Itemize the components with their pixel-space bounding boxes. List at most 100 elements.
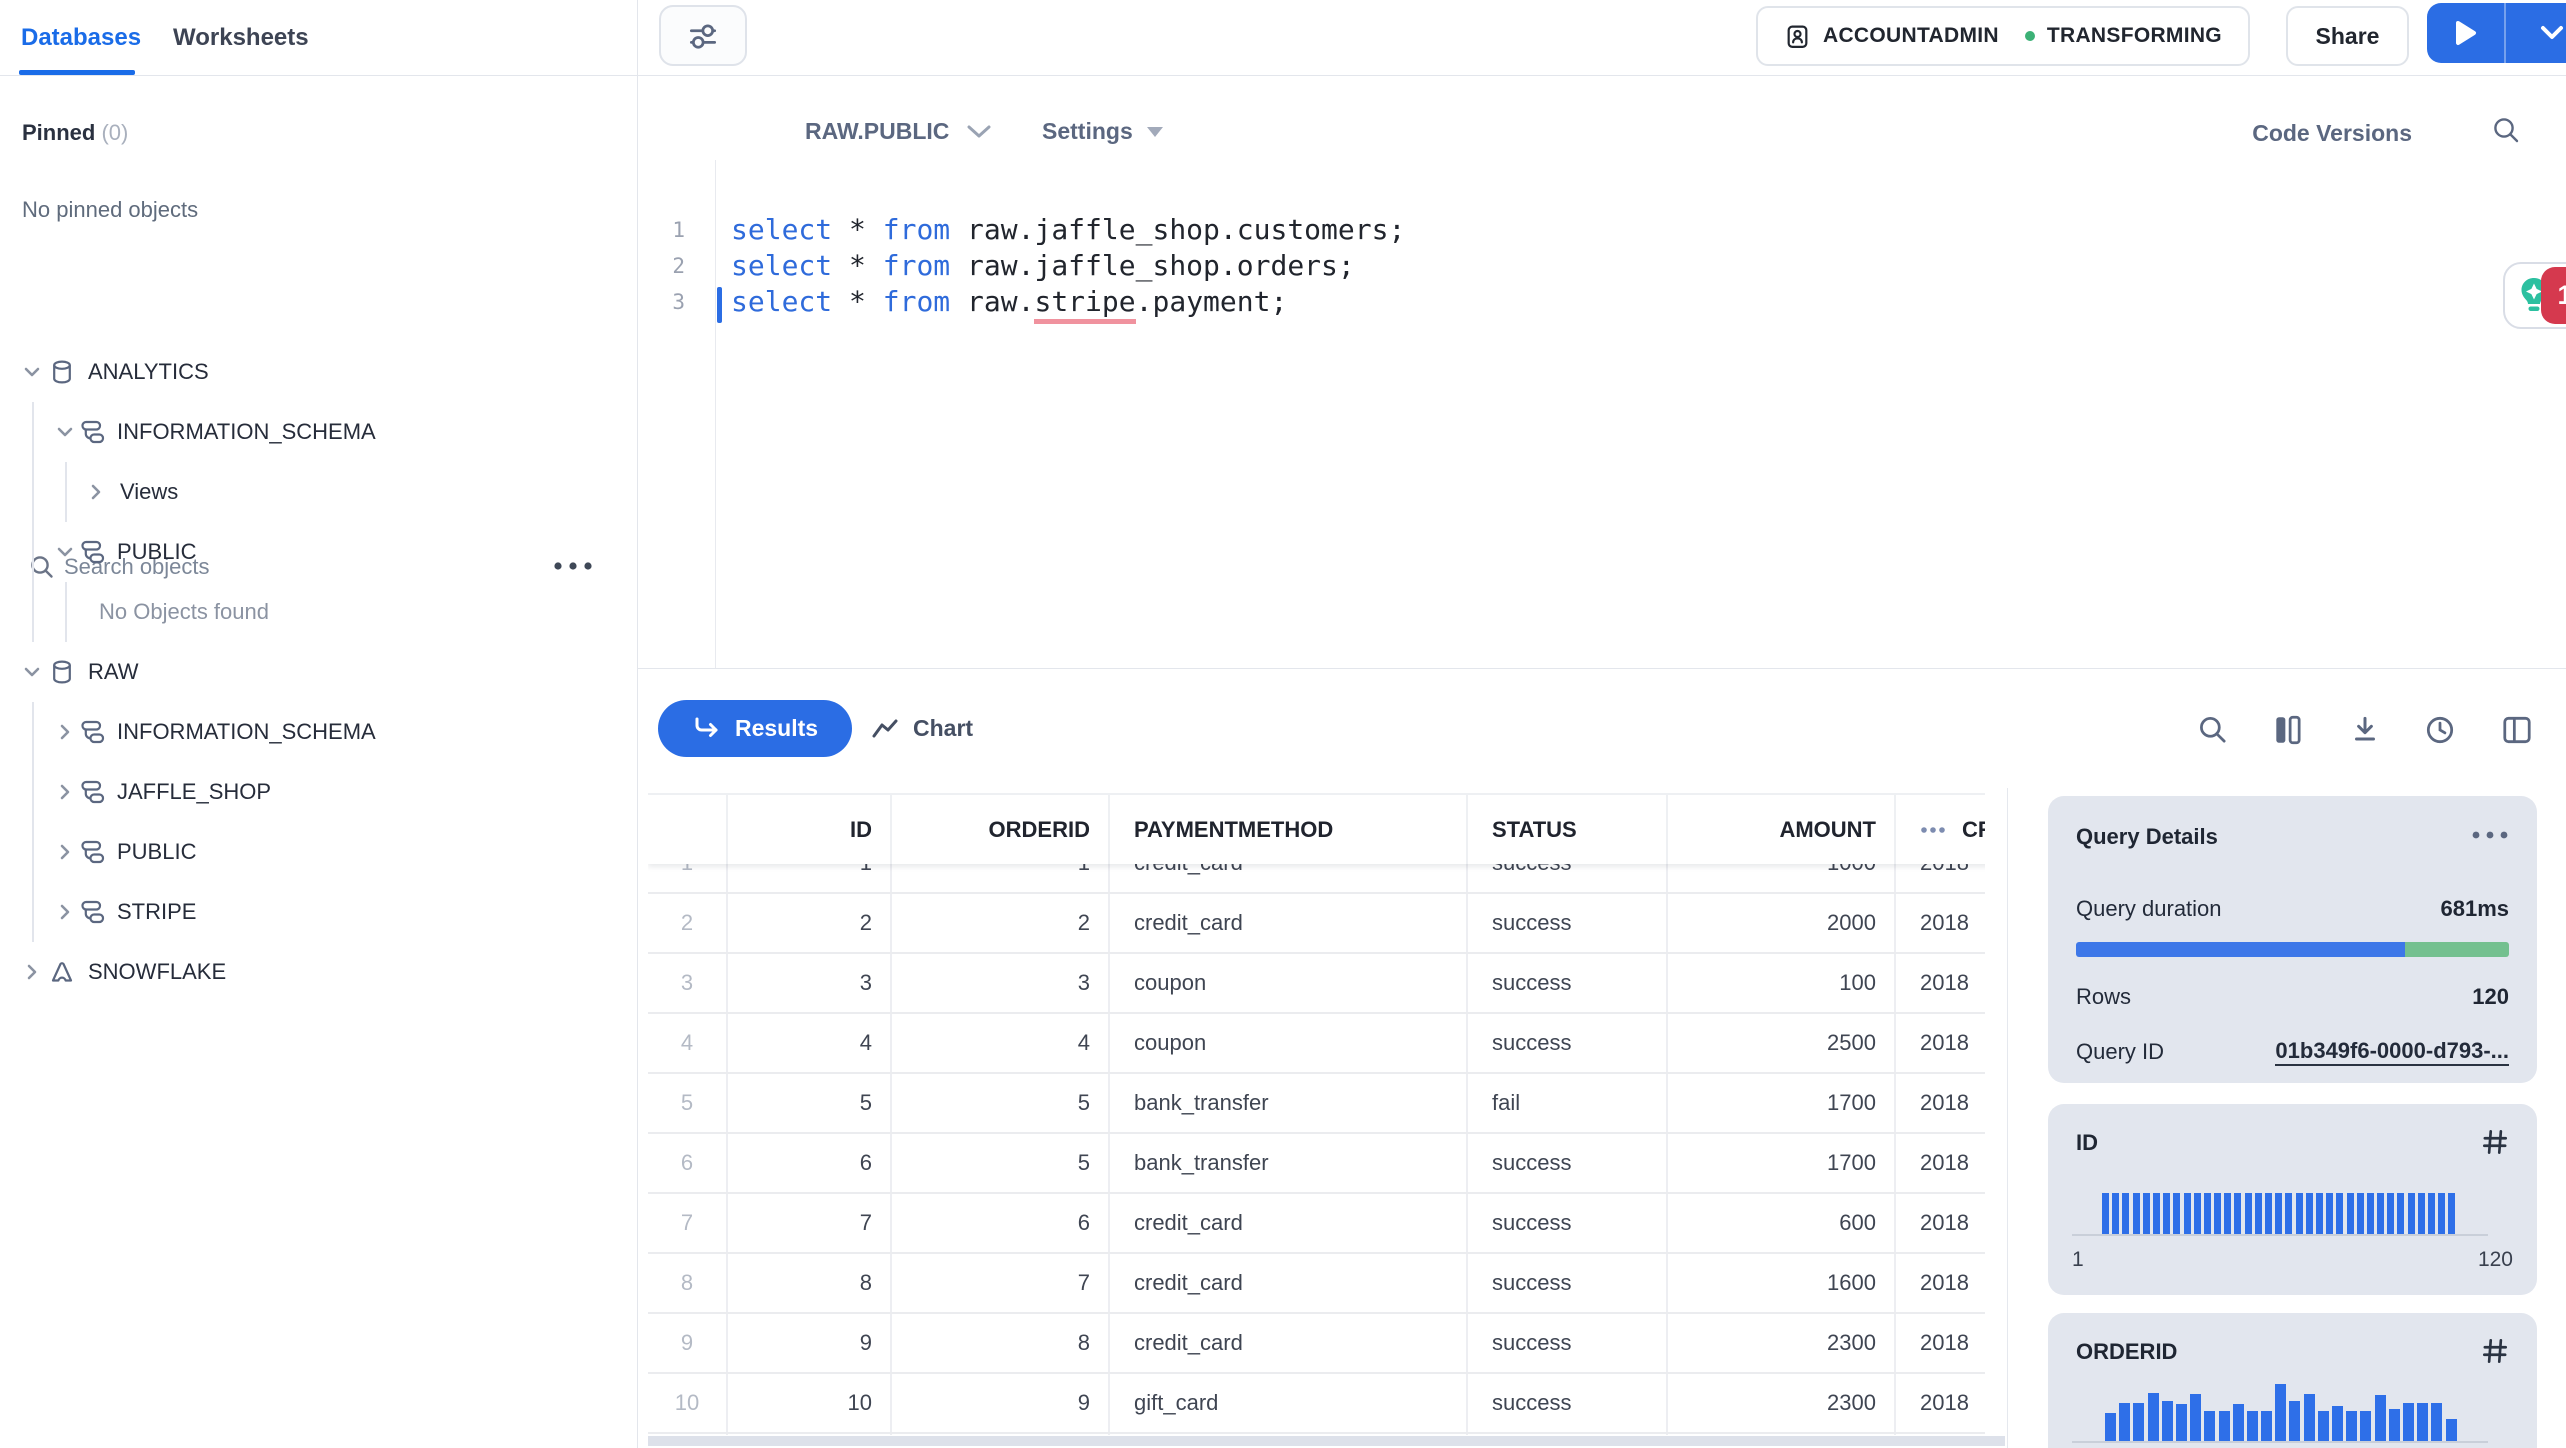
cell-paymentmethod[interactable]: coupon [1110,954,1468,1012]
tree-item-information-schema[interactable]: INFORMATION_SCHEMA [0,702,637,762]
column-menu-icon[interactable] [1920,826,1946,834]
cell-amount[interactable]: 2300 [1668,1314,1896,1372]
code-line-1[interactable]: 1 select * from raw.jaffle_shop.customers… [638,212,2038,248]
cell-orderid[interactable]: 5 [892,1134,1110,1192]
cell-created[interactable]: 2018 [1896,1014,1985,1072]
run-button[interactable] [2427,3,2504,63]
tree-item-jaffle-shop[interactable]: JAFFLE_SHOP [0,762,637,822]
table-row[interactable] [648,1434,1985,1435]
cell-created[interactable] [1896,1434,1985,1435]
cell-amount[interactable]: 1700 [1668,1134,1896,1192]
cell-paymentmethod[interactable]: bank_transfer [1110,1074,1468,1132]
cell-paymentmethod[interactable]: credit_card [1110,1194,1468,1252]
cell-id[interactable]: 6 [728,1134,892,1192]
table-row-5[interactable]: 5 5 5 bank_transfer fail 1700 2018 [648,1074,1985,1134]
table-row-8[interactable]: 8 8 7 credit_card success 1600 2018 [648,1254,1985,1314]
column-header-id[interactable]: ID [728,795,892,864]
cell-id[interactable]: 9 [728,1314,892,1372]
cell-orderid[interactable]: 8 [892,1314,1110,1372]
cell-created[interactable]: 2018 [1896,1194,1985,1252]
cell-status[interactable]: success [1468,894,1668,952]
cell-paymentmethod[interactable]: bank_transfer [1110,1134,1468,1192]
columns-icon[interactable] [2271,713,2305,747]
cell-orderid[interactable]: 3 [892,954,1110,1012]
cell-amount[interactable]: 100 [1668,954,1896,1012]
code-versions-link[interactable]: Code Versions [2252,120,2412,146]
cell-paymentmethod[interactable]: coupon [1110,1014,1468,1072]
column-header-paymentmethod[interactable]: PAYMENTMETHOD [1110,795,1468,864]
table-row-7[interactable]: 7 7 6 credit_card success 600 2018 [648,1194,1985,1254]
cell-status[interactable]: success [1468,1014,1668,1072]
cell-amount[interactable]: 2300 [1668,1374,1896,1432]
cell-created[interactable]: 2018 [1896,1254,1985,1312]
filters-button[interactable] [659,5,747,66]
chevron-right-icon[interactable] [55,782,75,802]
cell-amount[interactable]: 1000 [1668,862,1896,892]
tree-item-views[interactable]: Views [0,462,637,522]
table-row-3[interactable]: 3 3 3 coupon success 100 2018 [648,954,1985,1014]
tab-results[interactable]: Results [658,700,852,757]
cell-amount[interactable]: 2000 [1668,894,1896,952]
cell-status[interactable]: fail [1468,1074,1668,1132]
cell-status[interactable]: success [1468,1314,1668,1372]
chevron-right-icon[interactable] [86,482,106,502]
sidebar-more-icon[interactable] [552,560,594,572]
cell-status[interactable] [1468,1434,1668,1435]
table-row-9[interactable]: 9 9 8 credit_card success 2300 2018 [648,1314,1985,1374]
cell-id[interactable]: 3 [728,954,892,1012]
code-line-3[interactable]: 3 select * from raw.stripe.payment; [638,284,2038,324]
history-icon[interactable] [2423,713,2457,747]
cell-id[interactable]: 8 [728,1254,892,1312]
table-row-4[interactable]: 4 4 4 coupon success 2500 2018 [648,1014,1985,1074]
cell-paymentmethod[interactable]: credit_card [1110,894,1468,952]
cell-amount[interactable] [1668,1434,1896,1435]
cell-status[interactable]: success [1468,862,1668,892]
tab-databases[interactable]: Databases [21,23,142,51]
cell-amount[interactable]: 600 [1668,1194,1896,1252]
code-line-2[interactable]: 2 select * from raw.jaffle_shop.orders; [638,248,2038,284]
split-panel-icon[interactable] [2500,713,2534,747]
cell-paymentmethod[interactable]: credit_card [1110,1314,1468,1372]
cell-paymentmethod[interactable]: credit_card [1110,862,1468,892]
editor-search-icon[interactable] [2490,114,2522,146]
hash-icon[interactable] [2479,1126,2511,1158]
cell-created[interactable]: 2018 [1896,862,1985,892]
cell-status[interactable]: success [1468,1254,1668,1312]
worksheet-context-selector[interactable]: RAW.PUBLIC [805,118,993,145]
cell-orderid[interactable]: 4 [892,1014,1110,1072]
cell-created[interactable]: 2018 [1896,954,1985,1012]
settings-menu[interactable]: Settings [1042,118,1163,145]
table-row-2[interactable]: 2 2 2 credit_card success 2000 2018 [648,894,1985,954]
tree-item-public[interactable]: PUBLIC [0,822,637,882]
panel-resize-divider[interactable] [2007,788,2008,1448]
cell-paymentmethod[interactable]: credit_card [1110,1254,1468,1312]
chevron-right-icon[interactable] [55,722,75,742]
chevron-down-icon[interactable] [55,542,75,562]
column-header-amount[interactable]: AMOUNT [1668,795,1896,864]
cell-created[interactable]: 2018 [1896,1314,1985,1372]
chevron-down-icon[interactable] [22,662,42,682]
tree-item-snowflake[interactable]: SNOWFLAKE [0,942,637,1002]
chevron-down-icon[interactable] [55,422,75,442]
run-options-button[interactable] [2506,3,2566,63]
cell-orderid[interactable]: 6 [892,1194,1110,1252]
share-button[interactable]: Share [2286,6,2409,66]
column-header-created[interactable]: CREATED [1896,795,1985,864]
cell-orderid[interactable] [892,1434,1110,1435]
results-table-body[interactable]: 1 1 1 credit_card success 1000 2018 2 2 2 credit_c… [648,862,1985,1435]
cell-orderid[interactable]: 9 [892,1374,1110,1432]
search-objects-field[interactable]: Search objects [0,272,637,579]
query-details-menu-icon[interactable] [2471,830,2511,840]
tree-item-analytics[interactable]: ANALYTICS [0,342,637,402]
cell-id[interactable]: 2 [728,894,892,952]
chevron-right-icon[interactable] [55,902,75,922]
cell-status[interactable]: success [1468,1134,1668,1192]
tab-chart[interactable]: Chart [870,700,973,757]
hash-icon[interactable] [2479,1335,2511,1367]
cell-amount[interactable]: 2500 [1668,1014,1896,1072]
cell-created[interactable]: 2018 [1896,1134,1985,1192]
horizontal-scrollbar[interactable] [648,1436,2005,1446]
cell-amount[interactable]: 1600 [1668,1254,1896,1312]
cell-status[interactable]: success [1468,1374,1668,1432]
tab-worksheets[interactable]: Worksheets [173,23,309,51]
